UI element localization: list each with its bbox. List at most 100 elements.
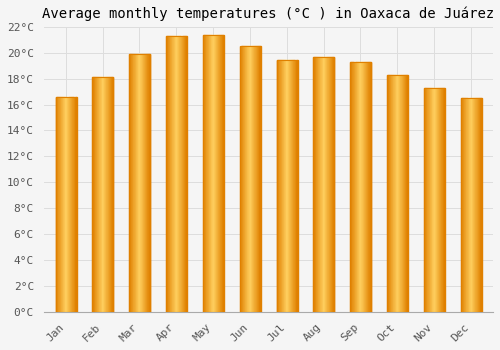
Bar bbox=[276, 61, 297, 312]
Bar bbox=[108, 77, 109, 312]
Bar bbox=[68, 97, 69, 312]
Bar bbox=[276, 61, 278, 312]
Bar bbox=[217, 35, 218, 312]
Bar bbox=[248, 46, 249, 312]
Bar bbox=[324, 57, 326, 312]
Bar bbox=[216, 35, 217, 312]
Bar bbox=[203, 35, 223, 312]
Bar bbox=[330, 57, 331, 312]
Bar bbox=[184, 36, 185, 312]
Bar bbox=[358, 62, 360, 312]
Bar bbox=[424, 88, 444, 312]
Bar bbox=[102, 77, 103, 312]
Bar bbox=[96, 77, 98, 312]
Bar bbox=[185, 36, 186, 312]
Bar bbox=[314, 57, 334, 312]
Bar bbox=[328, 57, 329, 312]
Bar bbox=[246, 46, 247, 312]
Bar bbox=[363, 62, 364, 312]
Bar bbox=[173, 36, 174, 312]
Bar bbox=[462, 98, 463, 312]
Bar bbox=[208, 35, 209, 312]
Bar bbox=[258, 46, 260, 312]
Bar bbox=[110, 77, 112, 312]
Bar bbox=[463, 98, 464, 312]
Bar bbox=[57, 97, 58, 312]
Bar bbox=[254, 46, 255, 312]
Bar bbox=[434, 88, 435, 312]
Bar bbox=[427, 88, 428, 312]
Bar bbox=[222, 35, 223, 312]
Bar bbox=[290, 61, 292, 312]
Bar bbox=[331, 57, 332, 312]
Bar bbox=[149, 54, 150, 312]
Bar bbox=[461, 98, 481, 312]
Bar bbox=[139, 54, 140, 312]
Bar bbox=[294, 61, 295, 312]
Bar bbox=[64, 97, 66, 312]
Bar bbox=[387, 75, 407, 312]
Bar bbox=[181, 36, 182, 312]
Bar bbox=[365, 62, 366, 312]
Bar bbox=[250, 46, 251, 312]
Bar bbox=[461, 98, 462, 312]
Bar bbox=[350, 62, 370, 312]
Bar bbox=[288, 61, 289, 312]
Bar bbox=[94, 77, 95, 312]
Bar bbox=[362, 62, 363, 312]
Bar bbox=[317, 57, 318, 312]
Bar bbox=[178, 36, 180, 312]
Bar bbox=[352, 62, 353, 312]
Bar bbox=[480, 98, 481, 312]
Bar bbox=[428, 88, 429, 312]
Bar bbox=[103, 77, 104, 312]
Bar bbox=[112, 77, 114, 312]
Bar bbox=[240, 46, 241, 312]
Bar bbox=[367, 62, 368, 312]
Bar bbox=[62, 97, 64, 312]
Bar bbox=[366, 62, 367, 312]
Bar bbox=[130, 54, 150, 312]
Bar bbox=[285, 61, 286, 312]
Bar bbox=[398, 75, 399, 312]
Bar bbox=[242, 46, 244, 312]
Bar bbox=[296, 61, 297, 312]
Bar bbox=[73, 97, 74, 312]
Bar bbox=[443, 88, 444, 312]
Bar bbox=[436, 88, 437, 312]
Bar bbox=[466, 98, 467, 312]
Bar bbox=[210, 35, 212, 312]
Bar bbox=[166, 36, 167, 312]
Bar bbox=[244, 46, 246, 312]
Bar bbox=[369, 62, 370, 312]
Bar bbox=[146, 54, 147, 312]
Bar bbox=[253, 46, 254, 312]
Bar bbox=[318, 57, 319, 312]
Bar bbox=[476, 98, 477, 312]
Bar bbox=[175, 36, 176, 312]
Bar bbox=[141, 54, 142, 312]
Bar bbox=[289, 61, 290, 312]
Bar bbox=[71, 97, 72, 312]
Bar bbox=[171, 36, 172, 312]
Bar bbox=[403, 75, 404, 312]
Bar bbox=[61, 97, 62, 312]
Bar bbox=[147, 54, 148, 312]
Bar bbox=[351, 62, 352, 312]
Bar bbox=[470, 98, 472, 312]
Bar bbox=[60, 97, 61, 312]
Bar bbox=[319, 57, 320, 312]
Bar bbox=[174, 36, 175, 312]
Bar bbox=[221, 35, 222, 312]
Bar bbox=[205, 35, 206, 312]
Bar bbox=[402, 75, 403, 312]
Bar bbox=[320, 57, 321, 312]
Bar bbox=[241, 46, 242, 312]
Bar bbox=[70, 97, 71, 312]
Bar bbox=[74, 97, 75, 312]
Bar bbox=[467, 98, 468, 312]
Bar bbox=[136, 54, 137, 312]
Bar bbox=[297, 61, 298, 312]
Bar bbox=[219, 35, 220, 312]
Bar bbox=[223, 35, 224, 312]
